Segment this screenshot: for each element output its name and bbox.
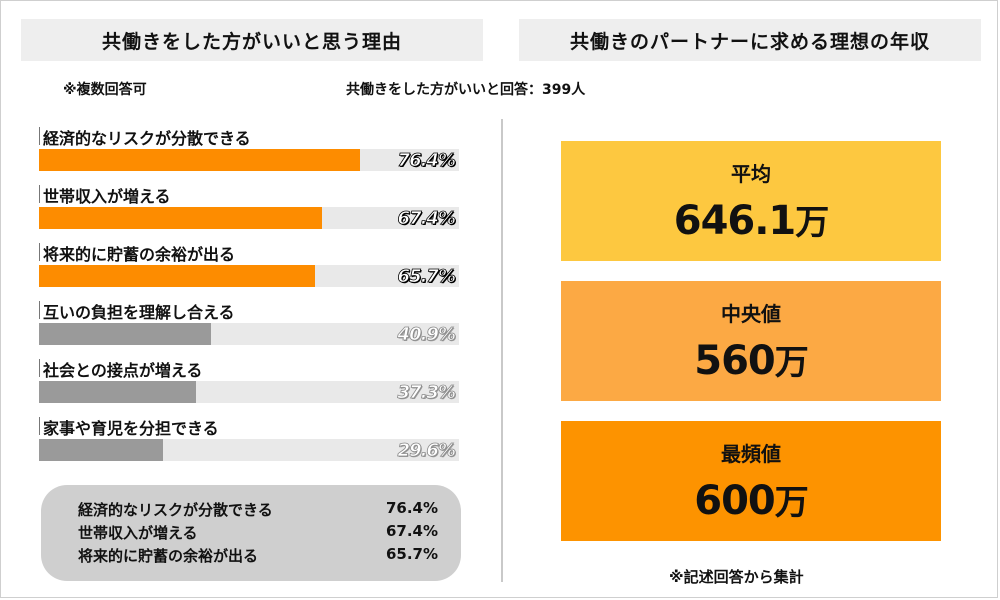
right-panel-title: 共働きのパートナーに求める理想の年収	[519, 19, 981, 61]
bar-track: 76.4%	[39, 149, 459, 171]
bar-value-label: 76.4%	[397, 150, 456, 172]
bar	[39, 323, 211, 345]
bar-value-label: 67.4%	[397, 208, 456, 230]
top3-summary-box: 経済的なリスクが分散できる 76.4% 世帯収入が増える 67.4% 将来的に貯蓄の余裕…	[41, 485, 461, 581]
bar	[39, 149, 360, 171]
bar-track: 67.4%	[39, 207, 459, 229]
bar	[39, 439, 164, 461]
panel-divider	[501, 119, 503, 582]
stat-label: 平均	[731, 162, 771, 186]
bar-item: 家事や育児を分担できる 29.6%	[39, 409, 461, 467]
bar-category-label: 将来的に貯蓄の余裕が出る	[39, 241, 235, 265]
bar	[39, 207, 323, 229]
respondent-count: 共働きをした方がいいと回答：399人	[346, 82, 586, 98]
stat-unit: 万	[795, 203, 829, 243]
summary-value: 65.7%	[385, 545, 438, 563]
bar-item: 経済的なリスクが分散できる 76.4%	[39, 119, 461, 177]
bar-item: 将来的に貯蓄の余裕が出る 65.7%	[39, 235, 461, 293]
stat-box: 最頻値 600万	[561, 421, 941, 541]
bar-category-label: 世帯収入が増える	[39, 183, 171, 207]
stat-label: 中央値	[721, 302, 781, 326]
bar-track: 65.7%	[39, 265, 459, 287]
bar-category-label: 経済的なリスクが分散できる	[39, 125, 251, 149]
stat-label: 最頻値	[721, 442, 781, 466]
bar	[39, 381, 196, 403]
bar-track: 40.9%	[39, 323, 459, 345]
aggregation-footnote: ※記述回答から集計	[669, 568, 804, 586]
bar-value-label: 29.6%	[397, 440, 456, 462]
bar-track: 29.6%	[39, 439, 459, 461]
summary-label: 将来的に貯蓄の余裕が出る	[78, 547, 259, 565]
bar-value-label: 40.9%	[397, 324, 456, 346]
summary-label: 経済的なリスクが分散できる	[78, 501, 273, 519]
summary-row: 世帯収入が増える 67.4%	[78, 522, 438, 543]
summary-value: 76.4%	[385, 499, 438, 517]
bar-value-label: 65.7%	[397, 266, 456, 288]
stat-number: 646.1	[673, 198, 797, 244]
bar-value-label: 37.3%	[397, 382, 456, 404]
stat-box: 平均 646.1万	[561, 141, 941, 261]
bar	[39, 265, 315, 287]
stat-box: 中央値 560万	[561, 281, 941, 401]
multiple-answers-note: ※複数回答可	[63, 82, 147, 98]
bar-item: 社会との接点が増える 37.3%	[39, 351, 461, 409]
left-panel-title: 共働きをした方がいいと思う理由	[21, 19, 483, 61]
stat-value: 560万	[694, 335, 809, 384]
summary-value: 67.4%	[385, 522, 438, 540]
bar-item: 世帯収入が増える 67.4%	[39, 177, 461, 235]
stat-unit: 万	[774, 483, 809, 523]
summary-label: 世帯収入が増える	[78, 524, 198, 542]
summary-row: 経済的なリスクが分散できる 76.4%	[78, 499, 438, 520]
bar-category-label: 家事や育児を分担できる	[39, 415, 219, 439]
bar-category-label: 互いの負担を理解し合える	[39, 299, 235, 323]
stat-value: 646.1万	[673, 195, 830, 244]
summary-row: 将来的に貯蓄の余裕が出る 65.7%	[78, 545, 438, 566]
stat-value: 600万	[694, 475, 809, 524]
reasons-bar-chart: 経済的なリスクが分散できる 76.4% 世帯収入が増える 67.4% 将来的に貯蓄の余裕…	[39, 119, 461, 467]
stat-unit: 万	[774, 343, 809, 383]
bar-item: 互いの負担を理解し合える 40.9%	[39, 293, 461, 351]
bar-track: 37.3%	[39, 381, 459, 403]
bar-category-label: 社会との接点が増える	[39, 357, 202, 381]
stat-number: 600	[694, 478, 775, 524]
stat-number: 560	[694, 338, 775, 384]
